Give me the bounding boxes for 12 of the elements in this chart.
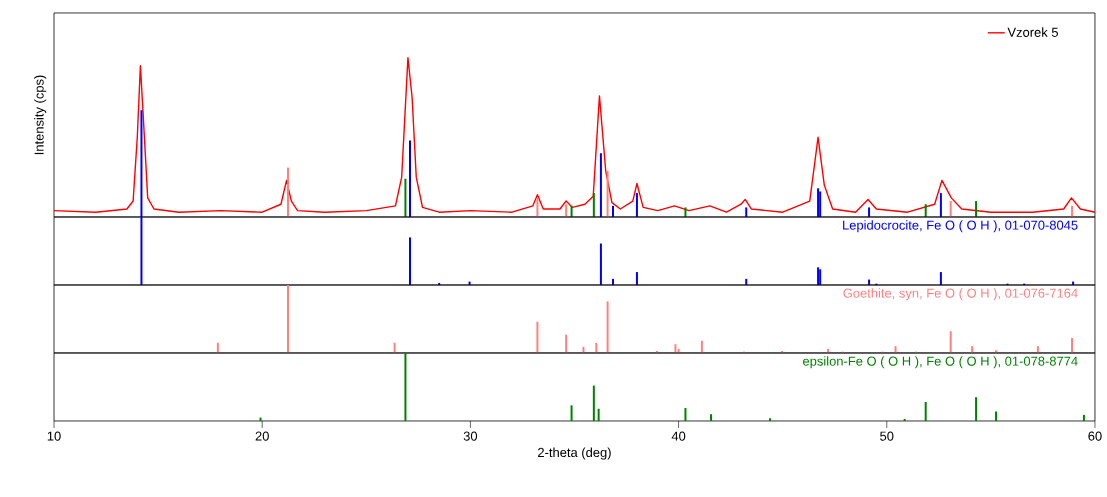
x-tick-label: 20	[255, 431, 269, 441]
text: Lepidocrocite, Fe O ( O H ), 01-070-8045	[843, 220, 1078, 233]
legend-label: Vzorek 5	[1007, 27, 1058, 37]
x-tick-label: 30	[463, 431, 478, 441]
x-axis-title: 2-theta (deg)	[538, 447, 611, 460]
x-tick-label: 40	[671, 431, 686, 441]
x-tick-label: 10	[47, 431, 61, 441]
text: Goethite, syn, Fe O ( O H ), 01-076-7164	[843, 288, 1078, 301]
x-tick-label: 50	[880, 431, 894, 441]
x-tick-label: 60	[1088, 431, 1102, 441]
text: epsilon-Fe O ( O H ), Fe O ( O H ), 01-078-8774	[803, 356, 1078, 369]
y-axis-title: Intensity (cps)	[34, 75, 47, 155]
